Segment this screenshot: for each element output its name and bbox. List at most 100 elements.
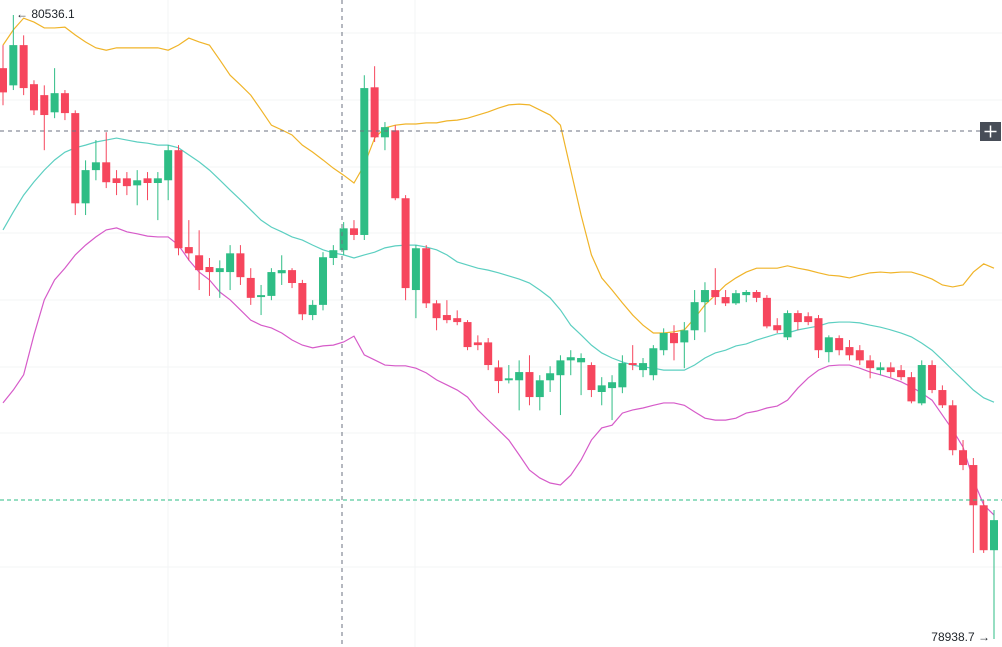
candle-body bbox=[700, 290, 709, 303]
candle bbox=[205, 258, 214, 296]
band-line bbox=[2, 17, 995, 334]
candle bbox=[597, 377, 606, 406]
candle-body bbox=[669, 333, 678, 344]
candle-body bbox=[370, 87, 379, 138]
candle-body bbox=[463, 322, 472, 348]
candle-body bbox=[721, 297, 730, 304]
candle-body bbox=[855, 350, 864, 361]
candle bbox=[546, 366, 555, 392]
candle bbox=[102, 132, 111, 189]
candle bbox=[339, 222, 348, 256]
candle-body bbox=[236, 253, 245, 278]
candle-body bbox=[917, 365, 926, 404]
candle bbox=[370, 66, 379, 142]
candle-body bbox=[546, 373, 555, 381]
candle bbox=[669, 325, 678, 361]
candle bbox=[628, 345, 637, 371]
candle bbox=[0, 45, 7, 106]
candle bbox=[308, 300, 317, 321]
candle-body bbox=[339, 228, 348, 251]
candle bbox=[762, 295, 771, 329]
candle bbox=[525, 355, 534, 406]
candle-body bbox=[391, 130, 400, 199]
candle-body bbox=[411, 248, 420, 291]
candle bbox=[277, 255, 286, 285]
candle-body bbox=[711, 290, 720, 298]
candle bbox=[990, 509, 998, 639]
candle bbox=[773, 318, 782, 334]
candle bbox=[215, 260, 224, 298]
candle bbox=[680, 322, 689, 369]
candle bbox=[639, 358, 648, 378]
add-button[interactable] bbox=[980, 122, 1001, 141]
candle-body bbox=[742, 291, 751, 296]
candle bbox=[804, 312, 813, 326]
candle bbox=[81, 160, 90, 216]
candle bbox=[793, 310, 802, 331]
candle-body bbox=[959, 450, 968, 466]
candle bbox=[938, 385, 947, 409]
candle-body bbox=[979, 505, 988, 551]
candle-body bbox=[535, 380, 544, 398]
candle bbox=[391, 125, 400, 201]
band-line bbox=[2, 227, 995, 516]
candles bbox=[0, 15, 998, 639]
candle bbox=[494, 360, 503, 394]
candle bbox=[164, 145, 173, 201]
candle-body bbox=[793, 313, 802, 323]
candle bbox=[319, 252, 328, 311]
candle bbox=[917, 360, 926, 406]
candle bbox=[907, 372, 916, 404]
candle bbox=[835, 335, 844, 356]
candle-body bbox=[690, 302, 699, 331]
candle-body bbox=[969, 465, 978, 506]
candle-body bbox=[40, 95, 49, 116]
candle bbox=[608, 375, 617, 421]
candle-body bbox=[102, 162, 111, 183]
candle-body bbox=[515, 372, 524, 381]
candle-body bbox=[380, 127, 389, 138]
candle bbox=[535, 375, 544, 411]
candle-body bbox=[329, 250, 338, 259]
candle bbox=[226, 245, 235, 291]
candle bbox=[174, 145, 183, 256]
candle-body bbox=[824, 337, 833, 353]
candle-body bbox=[184, 247, 193, 254]
candle-body bbox=[174, 150, 183, 249]
candle-body bbox=[143, 178, 152, 184]
candle-body bbox=[29, 84, 38, 111]
candle-body bbox=[494, 367, 503, 382]
candle bbox=[298, 279, 307, 321]
candle bbox=[928, 360, 937, 394]
candle-body bbox=[990, 520, 998, 551]
candle bbox=[814, 315, 823, 359]
candle-body bbox=[525, 372, 534, 398]
candle-body bbox=[432, 303, 441, 319]
candle bbox=[700, 282, 709, 333]
candle bbox=[267, 268, 276, 301]
candle-body bbox=[442, 315, 451, 321]
candle bbox=[824, 335, 833, 363]
candle bbox=[721, 290, 730, 307]
candle bbox=[195, 230, 204, 291]
candle bbox=[40, 85, 49, 151]
candle-body bbox=[112, 178, 121, 184]
candle-body bbox=[659, 333, 668, 351]
candle-body bbox=[133, 180, 142, 186]
candle-body bbox=[876, 367, 885, 371]
candle bbox=[19, 35, 28, 96]
candle bbox=[845, 340, 854, 361]
candle bbox=[257, 284, 266, 316]
candle bbox=[659, 328, 668, 356]
candle-body bbox=[453, 318, 462, 323]
candle bbox=[783, 310, 792, 341]
candle-body bbox=[9, 45, 18, 86]
candle bbox=[91, 140, 100, 181]
max-label: ← 80536.1 bbox=[16, 7, 75, 21]
candle bbox=[855, 345, 864, 366]
candle-body bbox=[246, 277, 255, 298]
min-label: 78938.7 → bbox=[931, 630, 990, 644]
candle bbox=[143, 172, 152, 201]
